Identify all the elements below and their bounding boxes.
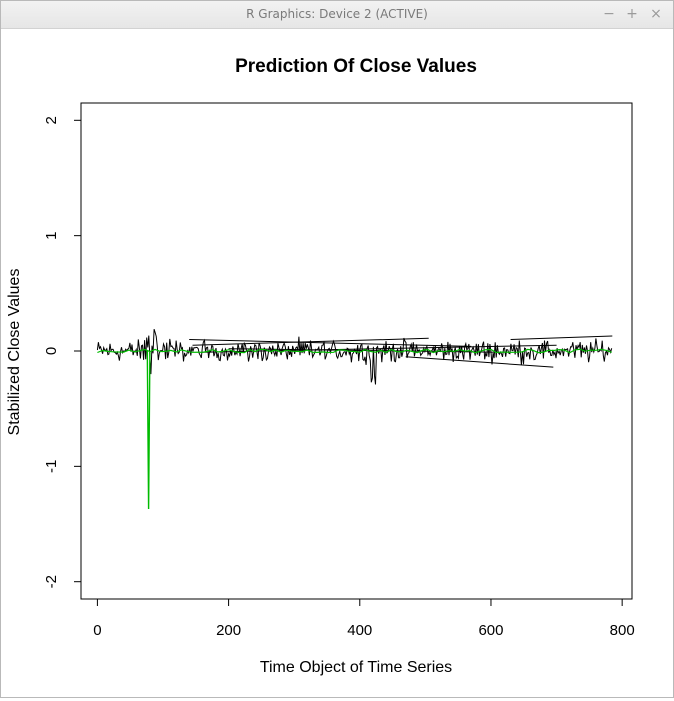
series-group — [96, 328, 613, 510]
observed-series-line — [405, 356, 554, 368]
title-bar[interactable]: R Graphics: Device 2 (ACTIVE) − + × — [1, 1, 673, 29]
observed-series-line — [202, 344, 557, 353]
chart-title: Prediction Of Close Values — [235, 56, 477, 77]
y-axis: -2 -1 0 1 2 — [43, 116, 82, 588]
observed-series-line — [192, 337, 429, 346]
predicted-series-line — [97, 348, 612, 354]
y-tick-label: 1 — [43, 231, 60, 239]
window-title: R Graphics: Device 2 (ACTIVE) — [246, 7, 428, 21]
x-tick-label: 400 — [347, 622, 372, 639]
y-axis-label: Stabilized Close Values — [6, 269, 23, 436]
observed-series-line — [510, 335, 613, 340]
x-axis-label: Time Object of Time Series — [260, 659, 452, 676]
y-tick-label: 0 — [43, 347, 60, 355]
x-axis: 0 200 400 600 800 — [93, 598, 635, 639]
x-tick-label: 600 — [478, 622, 503, 639]
y-tick-label: -1 — [43, 460, 60, 473]
predicted-spike-line — [146, 350, 151, 510]
line-chart: Prediction Of Close Values 0 200 400 600 800… — [6, 56, 635, 676]
minimize-icon[interactable]: − — [603, 6, 615, 22]
x-tick-label: 0 — [93, 622, 101, 639]
y-tick-label: -2 — [43, 575, 60, 588]
x-tick-label: 800 — [610, 622, 635, 639]
observed-series-line — [189, 339, 472, 347]
maximize-icon[interactable]: + — [626, 6, 638, 22]
observed-series-line — [96, 328, 613, 385]
plot-area: Prediction Of Close Values 0 200 400 600 800… — [1, 29, 673, 697]
y-tick-label: 2 — [43, 116, 60, 124]
close-icon[interactable]: × — [650, 6, 662, 22]
x-tick-label: 200 — [216, 622, 241, 639]
